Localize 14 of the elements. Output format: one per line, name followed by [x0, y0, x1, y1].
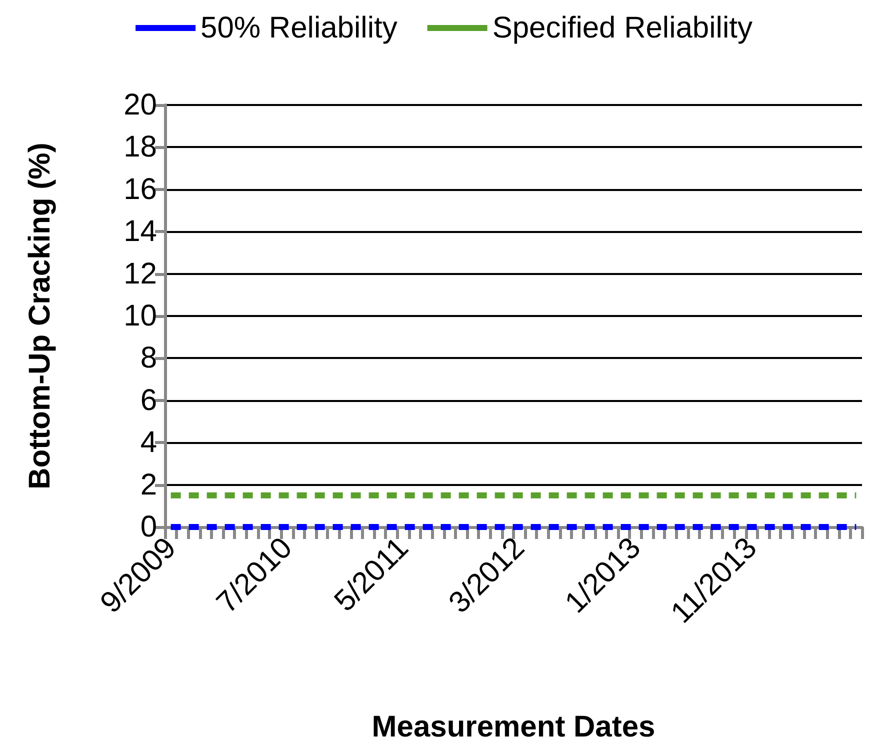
- legend-label: Specified Reliability: [492, 12, 752, 44]
- y-tick-label: 8: [140, 342, 157, 375]
- y-tick-label: 6: [140, 384, 157, 417]
- y-tick-label: 4: [140, 426, 157, 460]
- x-axis-title: Measurement Dates: [372, 710, 656, 744]
- y-tick-label: 12: [124, 257, 157, 290]
- y-tick-label: 2: [140, 468, 157, 502]
- y-tick-label: 14: [124, 215, 157, 248]
- y-tick-label: 18: [124, 130, 157, 164]
- y-tick-label: 20: [124, 88, 157, 122]
- legend-label: 50% Reliability: [200, 12, 398, 44]
- y-tick-label: 10: [124, 300, 157, 332]
- y-axis-title: Bottom-Up Cracking (%): [24, 142, 56, 490]
- y-tick-label: 16: [124, 172, 157, 206]
